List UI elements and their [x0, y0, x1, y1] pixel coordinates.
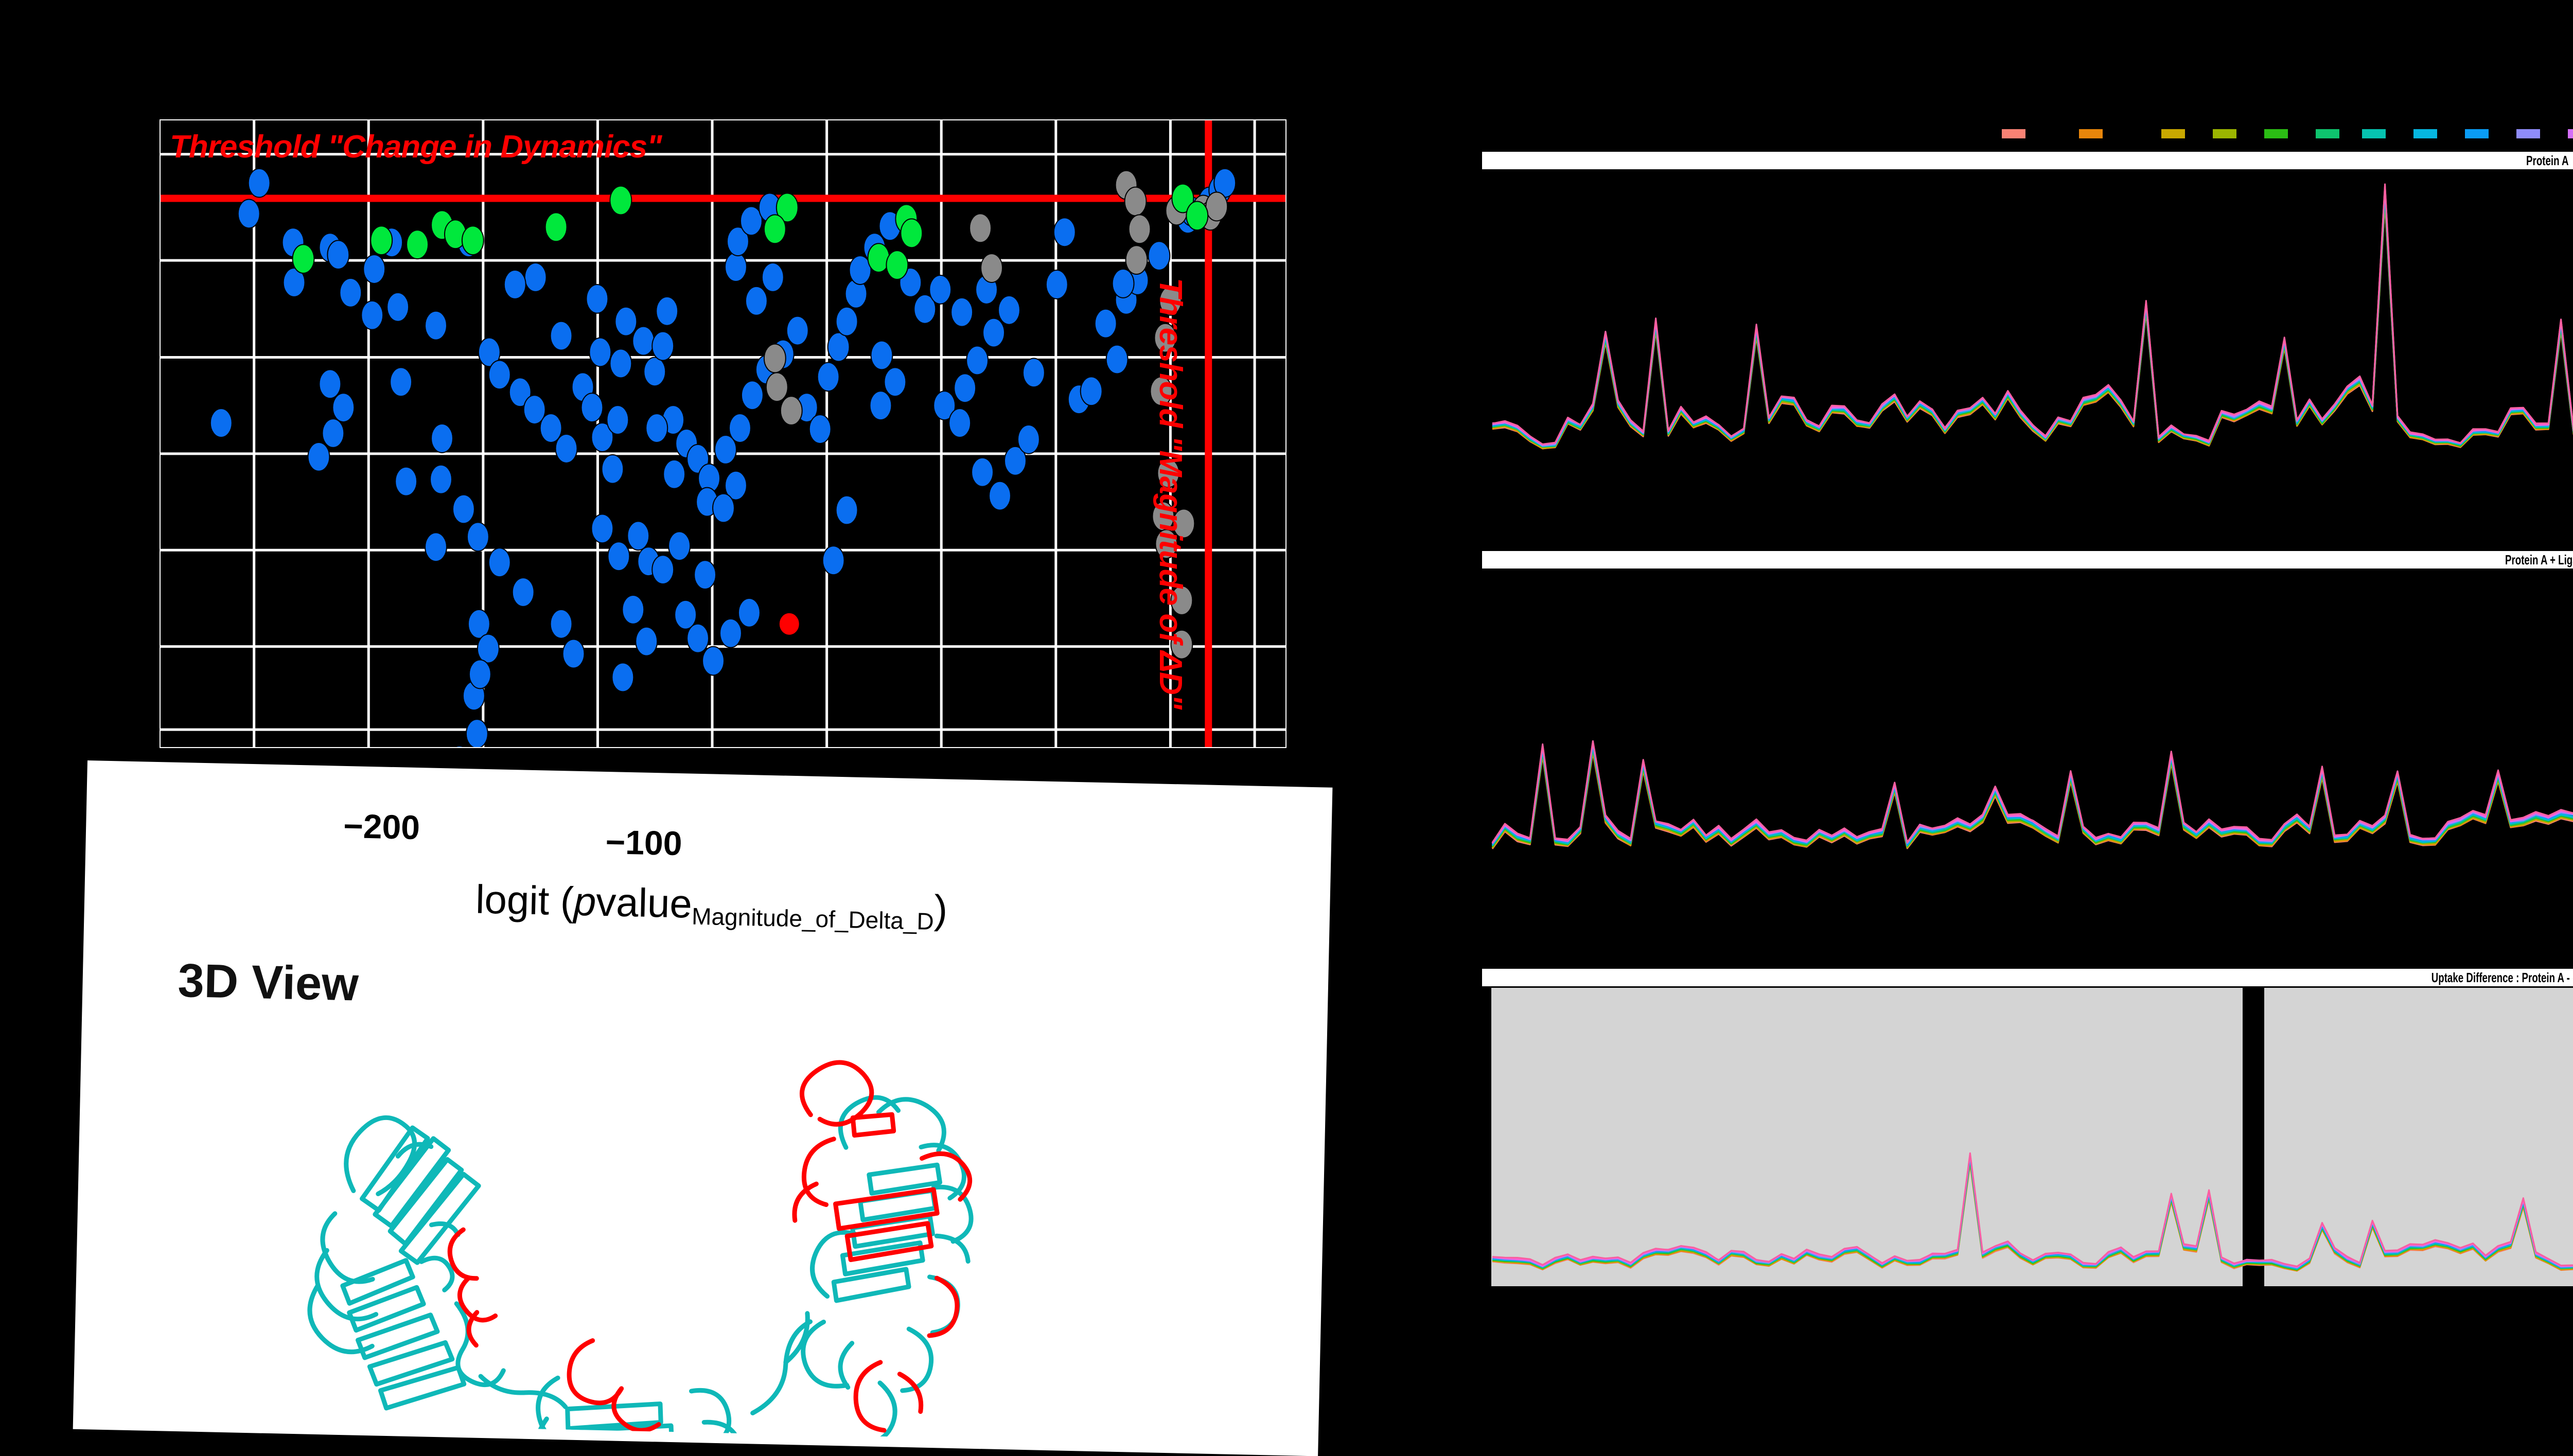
legend-swatch-9[interactable] — [2465, 129, 2489, 138]
uptake-panel-difference[interactable]: Uptake Difference : Protein A - (Protein… — [1482, 967, 2573, 1286]
scatter-points-blue — [209, 168, 1237, 747]
uptake-trace-t10 — [1492, 188, 2573, 447]
uptake-trace-t13 — [1492, 1152, 2573, 1267]
volcano-scatter-panel: Threshold "Change in Dynamics" Threshold… — [0, 0, 1348, 772]
uptake-trace-t7 — [1492, 192, 2573, 448]
scatter-plot-area[interactable] — [160, 119, 1286, 748]
x-tick-minus-100: −100 — [605, 823, 683, 863]
x-axis-label-close: ) — [933, 886, 948, 932]
uptake-trace-t13 — [1492, 183, 2573, 445]
x-axis-label-subscript: Magnitude_of_Delta_D — [691, 902, 935, 935]
3d-view-card[interactable]: −200 −100 logit (pvalueMagnitude_of_Delt… — [73, 760, 1333, 1456]
panel-title-protein-a-ligand: Protein A + Ligand — [2505, 552, 2573, 567]
legend-swatch-6[interactable] — [2316, 129, 2339, 138]
uptake-trace-t6 — [1492, 194, 2573, 448]
x-tick-minus-200: −200 — [343, 806, 420, 847]
ribbon-backbone — [307, 1095, 974, 1442]
uptake-trace-t12 — [1491, 740, 2573, 844]
uptake-traces-protein-a-ligand[interactable] — [1482, 570, 2573, 868]
scatter-points-grey — [763, 170, 1228, 660]
scatter-points-green — [292, 183, 1209, 280]
x-axis-label: logit (pvalueMagnitude_of_Delta_D) — [475, 876, 948, 936]
uptake-trace-t3 — [1492, 200, 2573, 449]
panel-header-protein-a: Protein A — [1482, 150, 2573, 171]
uptake-trace-t2 — [1492, 201, 2573, 450]
uptake-traces-difference[interactable] — [1482, 988, 2573, 1286]
uptake-trace-svg — [1491, 988, 2573, 1286]
panel-header-difference: Uptake Difference : Protein A - (Protein… — [1482, 967, 2573, 988]
uptake-trace-t8 — [1492, 190, 2573, 447]
uptake-trace-t13 — [1491, 740, 2573, 843]
uptake-panel-protein-a[interactable]: Protein A — [1482, 150, 2573, 469]
panel-title-protein-a: Protein A — [2526, 152, 2569, 168]
x-axis-label-prefix: logit ( — [475, 876, 574, 924]
x-axis-label-value: value — [595, 879, 693, 927]
legend-swatch-3[interactable] — [2161, 129, 2185, 138]
threshold-change-in-dynamics-label: Threshold "Change in Dynamics" — [170, 129, 662, 165]
coverage-block-1 — [1491, 988, 2243, 1286]
uptake-panels-stack: Protein A Protein A + Ligand Uptake Diff… — [1482, 0, 2573, 1398]
legend-swatch-10[interactable] — [2516, 129, 2540, 138]
protein-ribbon-structure[interactable] — [238, 1042, 1131, 1442]
uptake-trace-t9 — [1492, 189, 2573, 446]
uptake-trace-t5 — [1492, 196, 2573, 448]
legend-swatch-4[interactable] — [2213, 129, 2236, 138]
legend-swatch-11[interactable] — [2568, 129, 2573, 138]
scatter-point-red — [778, 612, 800, 636]
uptake-trace-svg — [1492, 183, 2573, 450]
legend-swatch-5[interactable] — [2264, 129, 2288, 138]
uptake-trace-t3 — [1491, 749, 2573, 848]
3d-view-title: 3D View — [177, 954, 359, 1011]
threshold-magnitude-of-delta-d-label: Threshold "Magnitude of ΔD" — [1153, 278, 1188, 709]
uptake-trace-t5 — [1491, 748, 2573, 847]
panel-header-protein-a-ligand: Protein A + Ligand — [1482, 549, 2573, 570]
uptake-trace-t2 — [1491, 751, 2573, 849]
uptake-trace-t12 — [1492, 184, 2573, 446]
legend-swatch-8[interactable] — [2413, 129, 2437, 138]
uptake-trace-t4 — [1491, 749, 2573, 848]
uptake-trace-t11 — [1492, 186, 2573, 446]
uptake-trace-t1 — [1492, 202, 2573, 450]
legend-swatch-2[interactable] — [2079, 129, 2103, 138]
uptake-trace-t1 — [1491, 752, 2573, 849]
coverage-block-2 — [2264, 988, 2573, 1286]
uptake-traces-protein-a[interactable] — [1482, 171, 2573, 469]
timepoint-legend — [1482, 123, 2573, 144]
scatter-svg — [161, 120, 1285, 747]
uptake-trace-t4 — [1492, 198, 2573, 448]
panel-title-difference: Uptake Difference : Protein A - (Protein… — [2431, 969, 2573, 985]
uptake-panel-protein-a-ligand[interactable]: Protein A + Ligand — [1482, 549, 2573, 868]
uptake-trace-svg — [1491, 740, 2573, 849]
legend-swatch-1[interactable] — [2002, 129, 2025, 138]
legend-swatch-7[interactable] — [2362, 129, 2386, 138]
x-axis-label-p: p — [573, 878, 597, 925]
